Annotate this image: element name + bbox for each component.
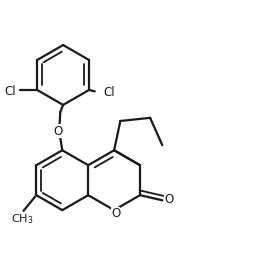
Text: Cl: Cl — [103, 86, 115, 99]
Text: O: O — [164, 193, 173, 206]
Text: O: O — [53, 125, 63, 138]
Text: O: O — [111, 207, 120, 220]
Text: Cl: Cl — [4, 85, 16, 98]
Text: CH$_3$: CH$_3$ — [11, 212, 33, 226]
